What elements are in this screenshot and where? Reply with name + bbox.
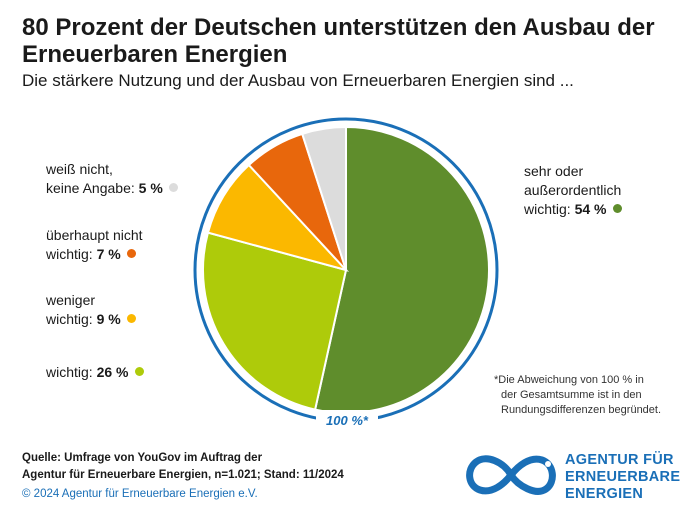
pie-slice-1 — [202, 231, 348, 411]
logo-line: ERNEUERBARE — [565, 469, 681, 485]
copyright: © 2024 Agentur für Erneuerbare Energien … — [22, 488, 258, 500]
slice-value-label: 7 % — [96, 246, 121, 262]
pie-slice-4 — [300, 125, 347, 271]
slice-label-sehr-wichtig: sehr oder außerordentlich wichtig: 54 % — [524, 162, 622, 219]
slice-label-line: überhaupt nicht — [46, 227, 143, 243]
footnote-line: der Gesamtsumme ist in den — [501, 389, 642, 401]
footnote: *Die Abweichung von 100 % in der Gesamts… — [494, 373, 684, 418]
slice-label-line: keine Angabe: — [46, 180, 135, 196]
chart-subtitle: Die stärkere Nutzung und der Ausbau von … — [22, 71, 574, 90]
slice-label-ueberhaupt-nicht: überhaupt nicht wichtig: 7 % — [46, 226, 143, 264]
slice-label-weniger: weniger wichtig: 9 % — [46, 291, 136, 329]
logo-line: ENERGIEN — [565, 486, 644, 502]
slice-label-line: weniger — [46, 292, 96, 308]
infinity-logo-icon — [466, 455, 556, 495]
slice-label-wichtig: wichtig: 26 % — [46, 363, 144, 382]
slice-value-label: 26 % — [96, 364, 129, 380]
slice-value-label: 54 % — [574, 201, 607, 217]
legend-dot-icon — [134, 367, 144, 376]
slice-label-line: außerordentlich — [524, 182, 622, 198]
legend-dot-icon — [612, 204, 622, 213]
slice-label-line: wichtig: — [46, 311, 93, 327]
brand-logo-text: AGENTUR FÜR ERNEUERBARE ENERGIEN — [565, 452, 680, 503]
source-line: Agentur für Erneuerbare Energien, n=1.02… — [22, 469, 344, 481]
slice-value-label: 9 % — [96, 311, 121, 327]
total-label-bg — [316, 410, 378, 430]
slice-label-line: weiß nicht, — [46, 161, 113, 177]
slice-label-weiss-nicht: weiß nicht, keine Angabe: 5 % — [46, 160, 178, 198]
legend-dot-icon — [126, 314, 136, 323]
chart-title: 80 Prozent der Deutschen unterstützen de… — [22, 14, 655, 68]
source-note: Quelle: Umfrage von YouGov im Auftrag de… — [22, 450, 442, 484]
slice-label-line: wichtig: — [46, 364, 93, 380]
slice-value-label: 5 % — [138, 180, 163, 196]
source-line: Quelle: Umfrage von YouGov im Auftrag de… — [22, 452, 263, 464]
slice-label-line: wichtig: — [46, 246, 93, 262]
slice-label-line: sehr oder — [524, 163, 584, 179]
logo-line: AGENTUR FÜR — [565, 452, 674, 468]
pie-slice-0 — [313, 125, 490, 414]
slice-label-line: wichtig: — [524, 201, 571, 217]
legend-dot-icon — [168, 183, 178, 192]
legend-dot-icon — [126, 249, 136, 258]
pie-slice-2 — [206, 163, 350, 272]
footnote-line: Rundungsdifferenzen begründet. — [501, 404, 662, 416]
total-label: 100 %* — [326, 413, 369, 428]
footnote-line: *Die Abweichung von 100 % in — [494, 374, 644, 386]
